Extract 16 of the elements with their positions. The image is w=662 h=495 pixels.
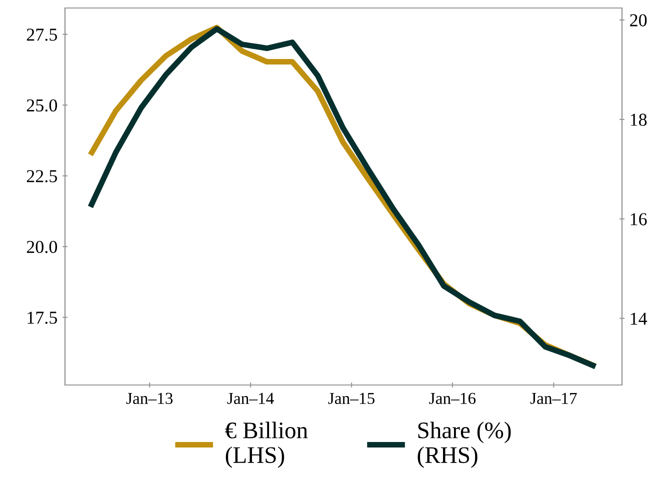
y-tick-label: 17.5 (28, 312, 58, 324)
x-tick-label: Jan–17 (530, 392, 577, 404)
y2-tick-label: 20 (630, 14, 647, 26)
y2-tick-label: 14 (630, 312, 648, 325)
y-tick-label: 22.5 (26, 170, 58, 182)
legend-label: € Billion (LHS) (225, 422, 308, 468)
x-tick-label: Jan–13 (126, 392, 173, 404)
y-tick-label: 25.0 (26, 99, 58, 112)
x-tick-label: Jan–16 (429, 392, 476, 404)
y-tick-label: 27.5 (26, 28, 58, 41)
y2-tick-label: 18 (630, 114, 647, 126)
y-tick-label: 20.0 (26, 240, 58, 254)
x-tick-label: Jan–14 (227, 392, 274, 404)
x-tick-label: Jan–15 (328, 392, 374, 404)
y2-tick-label: 16 (630, 213, 647, 226)
legend-label: Share (%) (RHS) (418, 422, 511, 468)
